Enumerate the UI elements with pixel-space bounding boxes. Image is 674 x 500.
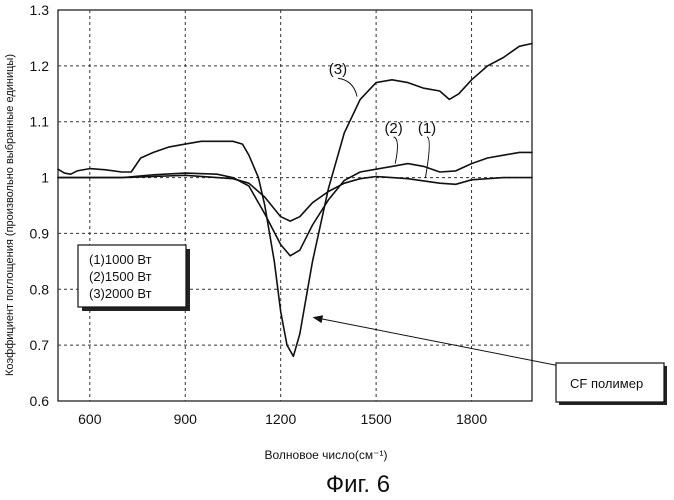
y-tick-label: 0.6 xyxy=(30,393,50,409)
annotation-label: CF полимер xyxy=(570,376,643,391)
legend-entry-1: (1)1000 Вт xyxy=(89,252,152,267)
series-tag-3: (1) xyxy=(418,120,436,137)
y-tick-label: 1 xyxy=(41,170,49,186)
y-axis-label: Коэффициент поглощения (произвольно выбр… xyxy=(4,54,16,376)
legend: (1)1000 Вт (2)1500 Вт (3)2000 Вт xyxy=(78,245,190,311)
y-tick-label: 1.1 xyxy=(30,114,50,130)
y-tick-label: 0.9 xyxy=(30,225,50,241)
x-tick-label: 1800 xyxy=(456,411,487,427)
y-tick-label: 0.8 xyxy=(30,281,50,297)
plot-area-frame xyxy=(58,10,532,401)
y-tick-label: 1.2 xyxy=(30,58,50,74)
y-tick-label: 1.3 xyxy=(30,2,50,18)
series-tag-1: (3) xyxy=(329,61,347,78)
x-tick-label: 900 xyxy=(174,411,198,427)
x-tick-label: 1500 xyxy=(361,411,392,427)
x-axis-label: Волновое число(см⁻¹) xyxy=(265,448,388,462)
series-tag-2: (2) xyxy=(384,120,402,137)
figure-caption: Фиг. 6 xyxy=(326,471,390,498)
x-tick-label: 1200 xyxy=(265,411,296,427)
legend-entry-2: (2)1500 Вт xyxy=(89,269,152,284)
x-tick-label: 600 xyxy=(78,411,102,427)
legend-entry-3: (3)2000 Вт xyxy=(89,286,152,301)
y-tick-label: 0.7 xyxy=(30,337,50,353)
